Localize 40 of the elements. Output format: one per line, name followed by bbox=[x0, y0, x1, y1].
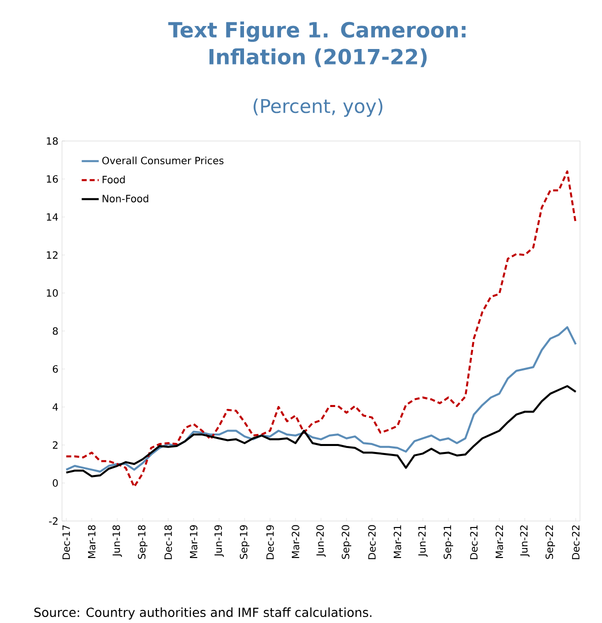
line-series bbox=[65, 170, 577, 488]
y-tick-label: 18 bbox=[46, 137, 58, 145]
y-tick-label: 0 bbox=[52, 479, 58, 487]
x-tick-label: Dec-17 bbox=[62, 525, 70, 560]
x-tick-label: Mar-18 bbox=[88, 525, 96, 558]
x-tick-label: Jun-18 bbox=[112, 525, 122, 557]
x-tick-label: Dec-19 bbox=[266, 525, 274, 560]
source-note: Source: Country authorities and IMF staff calculations. bbox=[34, 607, 372, 620]
x-tick-label: Sep-20 bbox=[342, 525, 352, 559]
legend-label: Food bbox=[102, 176, 125, 184]
line-series bbox=[65, 326, 577, 473]
x-tick-label: Sep-21 bbox=[444, 525, 454, 559]
y-tick-label: 12 bbox=[46, 251, 58, 259]
x-tick-label: Mar-21 bbox=[394, 525, 402, 558]
y-tick-label: 16 bbox=[46, 175, 58, 183]
chart-subtitle: (Percent, yoy) bbox=[254, 98, 382, 117]
y-tick-label: 14 bbox=[46, 213, 58, 221]
y-tick-label: 2 bbox=[52, 441, 58, 449]
y-tick-label: 10 bbox=[46, 289, 58, 297]
x-tick-label: Sep-18 bbox=[138, 525, 148, 559]
legend-label: Overall Consumer Prices bbox=[102, 156, 224, 164]
x-tick-label: Mar-22 bbox=[496, 526, 504, 558]
x-tick-label: Dec-22 bbox=[572, 526, 580, 560]
x-tick-label: Jun-21 bbox=[418, 525, 428, 557]
chart-title: Text Figure 1. Cameroon: Inflation (2017-22) bbox=[168, 22, 466, 68]
x-tick-label: Dec-20 bbox=[368, 525, 376, 560]
x-tick-label: Jun-20 bbox=[316, 525, 326, 557]
x-tick-label: Sep-22 bbox=[546, 526, 556, 559]
y-tick-label: 4 bbox=[52, 403, 58, 411]
x-tick-label: Mar-20 bbox=[292, 525, 300, 558]
x-tick-label: Dec-18 bbox=[164, 525, 172, 560]
x-tick-label: Jun-19 bbox=[214, 525, 224, 557]
x-tick-label: Dec-21 bbox=[470, 525, 478, 560]
x-tick-label: Sep-19 bbox=[240, 525, 250, 559]
legend-label: Non-Food bbox=[102, 194, 148, 202]
y-tick-label: 6 bbox=[52, 365, 58, 373]
y-tick-label: -2 bbox=[49, 517, 58, 525]
x-tick-label: Mar-19 bbox=[190, 525, 198, 558]
x-tick-label: Jun-22 bbox=[520, 526, 530, 557]
y-tick-label: 8 bbox=[52, 327, 58, 335]
